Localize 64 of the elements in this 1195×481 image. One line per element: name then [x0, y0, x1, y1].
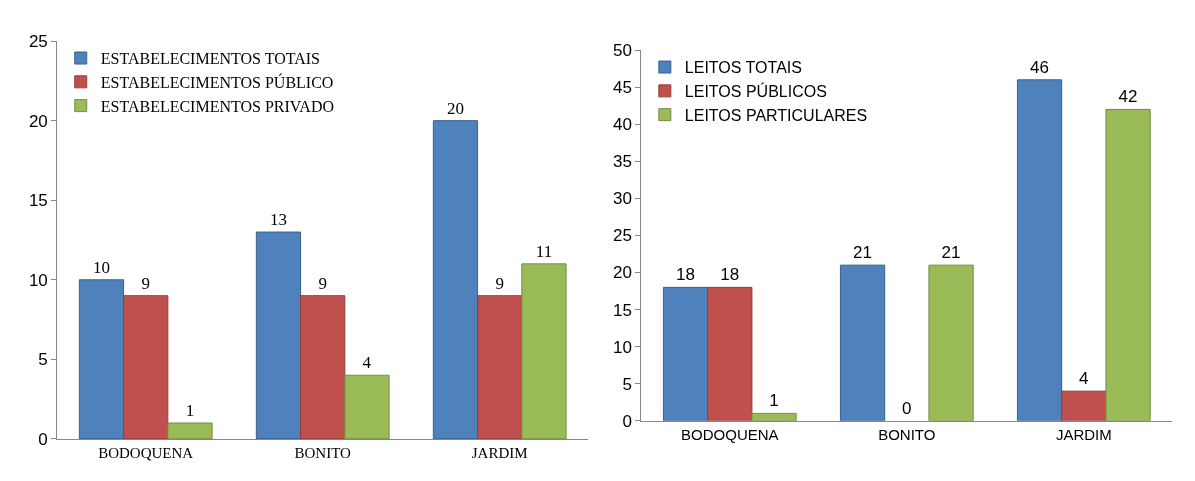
y-tick-label: 35 [612, 152, 632, 172]
legend-label: LEITOS PARTICULARES [684, 106, 868, 124]
data-label: 4 [362, 353, 372, 373]
y-tick-label: 25 [28, 32, 48, 52]
x-tick-label: JARDIM [471, 444, 528, 461]
data-label: 0 [902, 398, 912, 418]
x-tick-label: BODOQUENA [681, 425, 779, 443]
x-tick-label: BODOQUENA [98, 444, 194, 461]
y-tick-label: 5 [38, 350, 48, 370]
bar [344, 374, 390, 439]
data-label: 42 [1118, 87, 1138, 107]
bar [928, 264, 974, 421]
bar [662, 286, 709, 421]
bar [1061, 390, 1107, 421]
y-tick-label: 15 [28, 191, 48, 211]
bar [1105, 108, 1151, 421]
x-tick-label: BONITO [294, 444, 352, 461]
bar [78, 279, 125, 439]
data-label: 13 [269, 210, 287, 230]
data-label: 11 [535, 241, 553, 261]
y-tick-label: 15 [612, 300, 632, 320]
y-tick-label: 0 [622, 411, 632, 431]
bar [167, 422, 213, 439]
y-tick-label: 10 [612, 337, 632, 357]
y-tick-label: 50 [612, 41, 632, 61]
data-label: 18 [676, 265, 696, 285]
y-tick-label: 20 [28, 111, 48, 131]
data-label: 9 [495, 273, 504, 293]
bar [300, 295, 346, 439]
data-label: 4 [1079, 369, 1089, 389]
bar [839, 264, 886, 421]
y-tick-label: 20 [612, 263, 632, 283]
bar [751, 412, 797, 421]
legend-label: ESTABELECIMENTOS TOTAIS [100, 50, 320, 68]
y-tick-label: 30 [612, 189, 632, 209]
data-label: 20 [446, 98, 464, 118]
bar [521, 263, 567, 439]
data-label: 1 [769, 391, 779, 411]
x-tick-label: BONITO [878, 425, 936, 443]
data-label: 1 [185, 400, 195, 420]
y-tick-label: 45 [612, 78, 632, 98]
data-label: 46 [1030, 57, 1050, 77]
y-tick-label: 5 [622, 374, 632, 394]
data-label: 9 [141, 273, 150, 293]
legend-label: ESTABELECIMENTOS PRIVADO [100, 97, 335, 115]
bar [707, 286, 753, 421]
bar [477, 295, 523, 439]
legend-label: LEITOS TOTAIS [684, 59, 802, 77]
data-label: 9 [318, 273, 327, 293]
bar [123, 295, 169, 439]
legend-label: ESTABELECIMENTOS PÚBLICO [100, 73, 334, 92]
y-tick-label: 0 [38, 429, 48, 449]
legend-label: LEITOS PÚBLICOS [684, 82, 827, 101]
bar [1016, 79, 1063, 421]
data-label: 10 [92, 257, 110, 277]
y-tick-label: 25 [612, 226, 632, 246]
y-tick-label: 10 [28, 270, 48, 290]
data-label: 21 [941, 243, 961, 263]
data-label: 18 [720, 265, 740, 285]
bar [432, 120, 479, 439]
y-tick-label: 40 [612, 115, 632, 135]
data-label: 21 [853, 243, 873, 263]
bar [255, 231, 302, 439]
x-tick-label: JARDIM [1055, 425, 1112, 443]
